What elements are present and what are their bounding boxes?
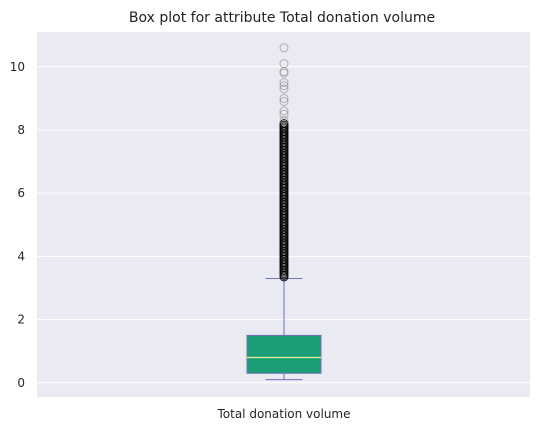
- outlier-point: [279, 119, 289, 129]
- outlier-point: [279, 84, 289, 94]
- axis-ticks: 0 2 4 6 8 10 Total donation volume: [10, 60, 351, 421]
- chart-title: Box plot for attribute Total donation vo…: [129, 10, 435, 26]
- x-tick-label: Total donation volume: [216, 407, 350, 421]
- y-tick-label: 8: [17, 123, 25, 137]
- outlier-point: [279, 106, 289, 116]
- outlier-point: [279, 78, 289, 88]
- y-tick-label: 10: [10, 60, 25, 74]
- outlier-point: [279, 93, 289, 103]
- outlier-point: [279, 115, 289, 125]
- y-tick-label: 0: [17, 376, 25, 390]
- y-tick-label: 4: [17, 249, 25, 263]
- outlier-point: [279, 43, 289, 53]
- outlier-point: [279, 59, 289, 69]
- outlier-point: [279, 81, 289, 91]
- outlier-point: [279, 97, 289, 107]
- y-tick-label: 2: [17, 313, 25, 327]
- box-layer: [246, 277, 322, 381]
- y-tick-label: 6: [17, 186, 25, 200]
- outlier-points: [279, 43, 289, 282]
- outlier-point: [279, 109, 289, 119]
- box-body: [246, 334, 322, 374]
